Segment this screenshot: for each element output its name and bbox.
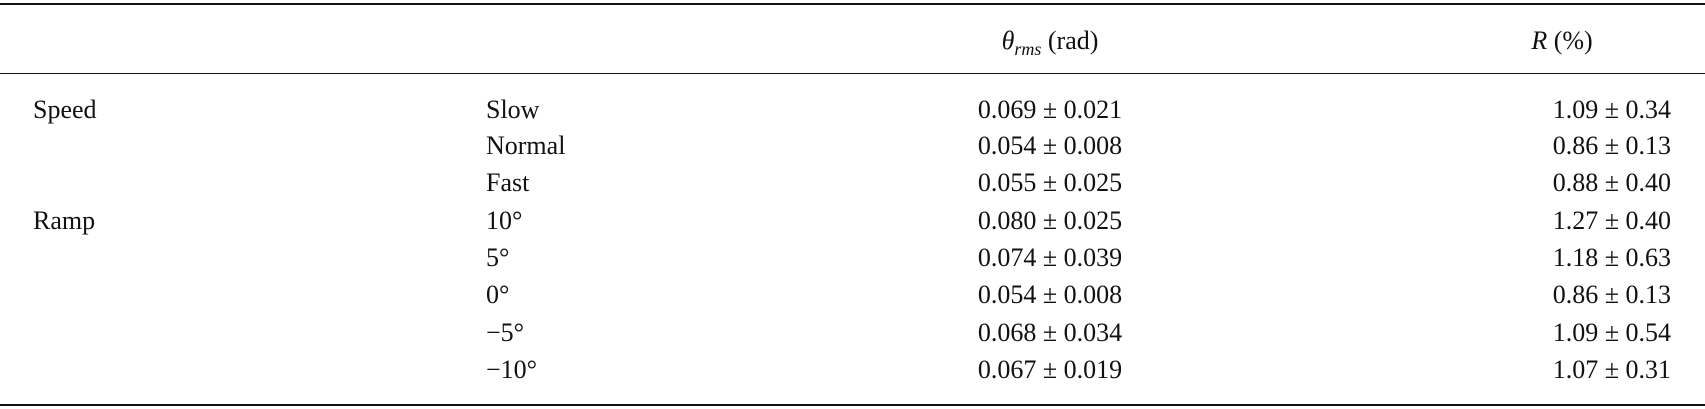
header-r: R (%) — [1531, 26, 1592, 56]
condition: −5° — [486, 318, 525, 347]
theta-rms: 0.067 ± 0.019 — [977, 355, 1123, 384]
condition: Normal — [486, 131, 566, 160]
theta-symbol: θ — [1001, 26, 1015, 55]
theta-rms: 0.055 ± 0.025 — [977, 168, 1123, 197]
group-label: Speed — [33, 95, 97, 124]
header-theta: θrms (rad) — [1002, 26, 1099, 64]
condition: 10° — [486, 206, 523, 235]
theta-rms: 0.068 ± 0.034 — [977, 318, 1123, 347]
r-value: 0.86 ± 0.13 — [1552, 280, 1671, 309]
r-value: 1.07 ± 0.31 — [1552, 355, 1671, 384]
theta-rms: 0.054 ± 0.008 — [977, 280, 1123, 309]
r-value: 1.09 ± 0.54 — [1552, 318, 1671, 347]
theta-subscript: rms — [1014, 39, 1042, 60]
header-rule — [0, 73, 1705, 74]
r-value: 1.09 ± 0.34 — [1552, 95, 1671, 124]
r-value: 1.18 ± 0.63 — [1552, 243, 1671, 272]
r-symbol: R — [1531, 26, 1548, 55]
condition: Fast — [486, 168, 530, 197]
theta-unit: (rad) — [1047, 26, 1099, 55]
theta-rms: 0.069 ± 0.021 — [977, 95, 1123, 124]
r-value: 0.88 ± 0.40 — [1552, 168, 1671, 197]
condition: Slow — [486, 95, 540, 124]
theta-rms: 0.074 ± 0.039 — [977, 243, 1123, 272]
condition: 0° — [486, 280, 510, 309]
top-rule — [0, 3, 1705, 5]
condition: −10° — [486, 355, 538, 384]
bottom-rule — [0, 404, 1705, 406]
condition: 5° — [486, 243, 510, 272]
theta-rms: 0.080 ± 0.025 — [977, 206, 1123, 235]
r-unit: (%) — [1553, 26, 1593, 55]
group-label: Ramp — [33, 206, 96, 235]
theta-rms: 0.054 ± 0.008 — [977, 131, 1123, 160]
r-value: 1.27 ± 0.40 — [1552, 206, 1671, 235]
r-value: 0.86 ± 0.13 — [1552, 131, 1671, 160]
